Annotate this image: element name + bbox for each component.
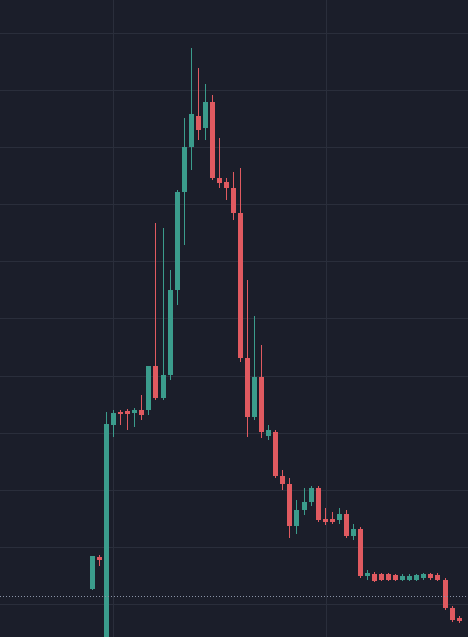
candle-body [323, 519, 328, 522]
candle-body [259, 377, 264, 432]
candle-body [231, 188, 236, 213]
candle-body [457, 618, 462, 621]
candle-body [161, 375, 166, 398]
candle-body [386, 574, 391, 580]
candle-body [168, 290, 173, 375]
candle-body [407, 576, 412, 580]
candle-body [182, 147, 187, 192]
candle-body [344, 514, 349, 536]
candle-body [111, 413, 116, 425]
candle-body [287, 484, 292, 526]
candle-body [450, 608, 455, 620]
candle-body [435, 575, 440, 580]
candle-body [175, 192, 180, 290]
candle-body [294, 510, 299, 526]
candle-body [273, 432, 278, 476]
candle-body [146, 366, 151, 410]
candle-body [316, 488, 321, 520]
candle-body [210, 102, 215, 178]
candle-body [217, 178, 222, 183]
candle-body [118, 412, 123, 414]
candle-body [189, 114, 194, 147]
candle-body [238, 213, 243, 358]
candle-body [365, 573, 370, 576]
candle-body [97, 557, 102, 560]
candle-body [153, 366, 158, 398]
candle-body [330, 519, 335, 522]
candle-body [203, 102, 208, 128]
candle-body [393, 575, 398, 580]
candle-body [302, 502, 307, 510]
candle-body [414, 575, 419, 580]
candle-body [428, 574, 433, 578]
candle-body [252, 377, 257, 417]
candle-body [309, 488, 314, 502]
candle-body [132, 410, 137, 413]
candle-body [337, 514, 342, 520]
candle-body [379, 574, 384, 580]
candle-body [90, 556, 95, 589]
candle-body [104, 424, 109, 637]
candle-body [358, 529, 363, 576]
candle-body [400, 576, 405, 580]
candle-body [266, 430, 271, 436]
candle-body [245, 358, 250, 417]
candle-body [280, 476, 285, 484]
candle-body [224, 182, 229, 188]
candle-body [139, 410, 144, 415]
candle-body [372, 574, 377, 581]
candle-body [421, 574, 426, 578]
candle-body [196, 116, 201, 130]
candle-body [125, 411, 130, 414]
candle-body [351, 529, 356, 536]
candle-body [443, 580, 448, 608]
